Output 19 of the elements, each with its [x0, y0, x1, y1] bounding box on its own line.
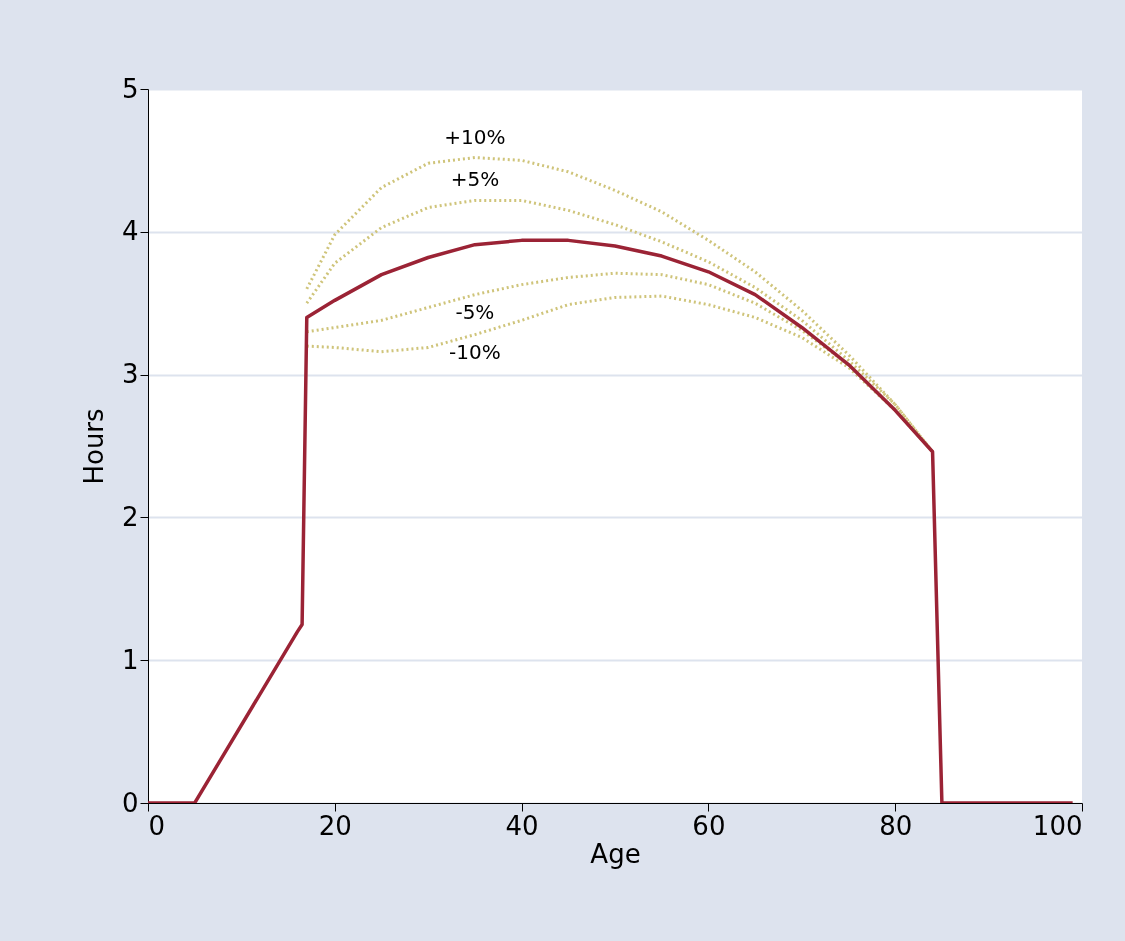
x-tick-label: 100 — [1032, 810, 1083, 841]
y-axis-title: Hours — [78, 408, 109, 485]
y-tick-label: 0 — [121, 787, 139, 818]
series-label: -10% — [449, 339, 501, 364]
y-tick-label: 1 — [121, 644, 139, 675]
x-tick-label: 20 — [318, 810, 352, 841]
x-tick-label: 80 — [879, 810, 913, 841]
x-tick-label: 0 — [148, 810, 166, 841]
y-tick-label: 4 — [121, 216, 139, 247]
x-axis-title: Age — [590, 838, 641, 869]
y-tick-label: 2 — [121, 501, 139, 532]
y-tick-label: 5 — [121, 73, 139, 104]
line-series — [148, 238, 1075, 803]
x-tick-label: 60 — [692, 810, 726, 841]
y-tick-label: 3 — [121, 359, 139, 390]
x-tick-label: 40 — [505, 810, 539, 841]
series-label: -5% — [455, 299, 495, 324]
series-label: +10% — [444, 124, 506, 149]
series-label: +5% — [450, 167, 500, 192]
